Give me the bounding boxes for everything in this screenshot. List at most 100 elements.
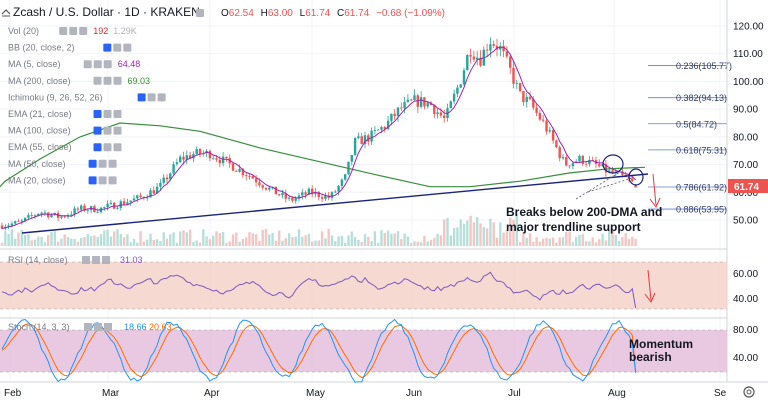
gear-icon[interactable] bbox=[147, 93, 156, 102]
time-settings-gear-icon[interactable] bbox=[743, 386, 755, 398]
highlight-ellipse-1[interactable] bbox=[602, 154, 624, 174]
volume-bar bbox=[334, 241, 337, 246]
rsi-buttons[interactable] bbox=[82, 256, 110, 264]
svg-text:Zcash / U.S. Dollar · 1D · KRA: Zcash / U.S. Dollar · 1D · KRAKEN bbox=[13, 5, 200, 19]
gear-icon[interactable] bbox=[98, 159, 107, 168]
gear-icon[interactable] bbox=[103, 76, 112, 85]
candle-body bbox=[413, 95, 416, 101]
volume-bar bbox=[218, 233, 221, 246]
volume-bar bbox=[634, 238, 637, 246]
indicator-row[interactable]: EMA (21, close) bbox=[8, 109, 122, 119]
h-value: 63.00 bbox=[268, 8, 293, 19]
candle-body bbox=[393, 113, 396, 117]
eye-icon[interactable] bbox=[137, 93, 146, 102]
gear-icon[interactable] bbox=[103, 126, 112, 135]
candle-body bbox=[258, 182, 261, 186]
close-icon[interactable] bbox=[113, 76, 122, 85]
close-icon[interactable] bbox=[113, 126, 122, 135]
eye-icon[interactable] bbox=[83, 60, 92, 69]
candle-body bbox=[40, 212, 43, 214]
candle-body bbox=[396, 107, 400, 117]
gear-icon[interactable] bbox=[69, 27, 78, 35]
volume-bar bbox=[555, 242, 558, 246]
indicator-row[interactable]: MA (100, close) bbox=[8, 126, 122, 136]
close-icon[interactable] bbox=[157, 93, 166, 102]
volume-bar bbox=[241, 238, 245, 246]
candle-body bbox=[17, 221, 20, 223]
gear-icon[interactable] bbox=[103, 143, 112, 152]
close-icon[interactable] bbox=[113, 143, 122, 152]
price-axis[interactable]: 120.00 110.00 100.00 90.00 80.00 70.00 60.00 50… bbox=[733, 22, 764, 227]
eye-icon[interactable] bbox=[93, 76, 102, 85]
volume-bar bbox=[443, 219, 446, 246]
close-icon[interactable] bbox=[103, 60, 112, 69]
gear-icon[interactable] bbox=[93, 60, 102, 69]
close-icon[interactable] bbox=[108, 176, 117, 185]
fib-label: 0.886(53.95) bbox=[676, 205, 727, 215]
indicator-row[interactable]: Vol (20) 192 1.29K bbox=[8, 26, 137, 36]
gear-icon[interactable] bbox=[98, 176, 107, 185]
candle-body bbox=[443, 115, 446, 118]
volume-bar bbox=[215, 231, 218, 246]
eye-icon bbox=[82, 256, 90, 264]
eye-icon[interactable] bbox=[88, 176, 97, 185]
stoch-legend: Stoch (14, 3, 3) 18.66 20.63 bbox=[8, 322, 172, 332]
indicator-row[interactable]: Ichimoku (9, 26, 52, 26) bbox=[8, 92, 166, 102]
volume-bar bbox=[568, 231, 571, 246]
volume-bar bbox=[611, 230, 614, 246]
highlight-ellipse-2[interactable] bbox=[628, 168, 644, 186]
candle-body bbox=[532, 98, 535, 108]
eye-icon[interactable] bbox=[93, 110, 102, 118]
header-buttons[interactable] bbox=[196, 9, 204, 17]
fib-levels[interactable]: 0.236(105.77) 0.382(94.13) 0.5(84.72) 0.618… bbox=[648, 61, 732, 215]
eye-icon[interactable] bbox=[103, 43, 112, 52]
trendline-support[interactable] bbox=[21, 173, 649, 234]
candle-body bbox=[291, 197, 294, 201]
volume-bar bbox=[314, 240, 317, 246]
candle-body bbox=[525, 96, 528, 103]
indicator-row[interactable]: EMA (55, close) bbox=[8, 142, 122, 152]
volume-bar bbox=[258, 240, 261, 246]
eye-icon[interactable] bbox=[88, 159, 97, 168]
candle-body bbox=[604, 164, 608, 173]
candle-body bbox=[76, 208, 80, 210]
volume-bar bbox=[439, 235, 443, 246]
indicator-row[interactable]: MA (20, close) bbox=[8, 175, 117, 185]
volume-bar bbox=[525, 237, 528, 246]
candle-body bbox=[535, 107, 538, 113]
close-icon[interactable] bbox=[108, 159, 117, 168]
volume-bar bbox=[403, 233, 406, 246]
candle-body bbox=[301, 192, 304, 196]
close-icon[interactable] bbox=[113, 110, 122, 118]
time-tick: Apr bbox=[204, 388, 220, 399]
volume-bar bbox=[518, 242, 522, 246]
volume-bar bbox=[532, 241, 535, 246]
indicator-row[interactable]: MA (200, close) 69.03 bbox=[8, 76, 150, 86]
volume-bar bbox=[584, 241, 588, 246]
volume-bar bbox=[264, 229, 268, 246]
volume-bar bbox=[545, 237, 548, 246]
volume-bar bbox=[4, 230, 7, 246]
chevron-up-icon[interactable] bbox=[1, 9, 11, 17]
indicator-row[interactable]: BB (20, close, 2) bbox=[8, 43, 132, 53]
close-icon[interactable] bbox=[79, 27, 88, 35]
stoch-buttons[interactable] bbox=[84, 323, 112, 331]
candle-body bbox=[634, 185, 637, 188]
volume-bar bbox=[10, 229, 14, 246]
eye-icon[interactable] bbox=[59, 27, 68, 35]
candle-body bbox=[212, 158, 215, 160]
time-axis[interactable]: Feb Mar Apr May Jun Jul Aug Se bbox=[4, 388, 727, 399]
eye-icon[interactable] bbox=[93, 126, 102, 135]
eye-icon[interactable] bbox=[93, 143, 102, 152]
gear-icon[interactable] bbox=[113, 43, 122, 52]
volume-bar bbox=[608, 229, 611, 246]
volume-bar bbox=[505, 229, 509, 246]
close-icon[interactable] bbox=[123, 43, 132, 52]
indicator-label: Vol (20) bbox=[8, 26, 39, 36]
indicator-row[interactable]: MA (5, close) 64.48 bbox=[8, 59, 140, 69]
indicator-row[interactable]: MA (50, close) bbox=[8, 159, 117, 169]
candle-body bbox=[330, 192, 334, 198]
volume-bar bbox=[238, 241, 241, 246]
gear-icon[interactable] bbox=[103, 110, 112, 118]
